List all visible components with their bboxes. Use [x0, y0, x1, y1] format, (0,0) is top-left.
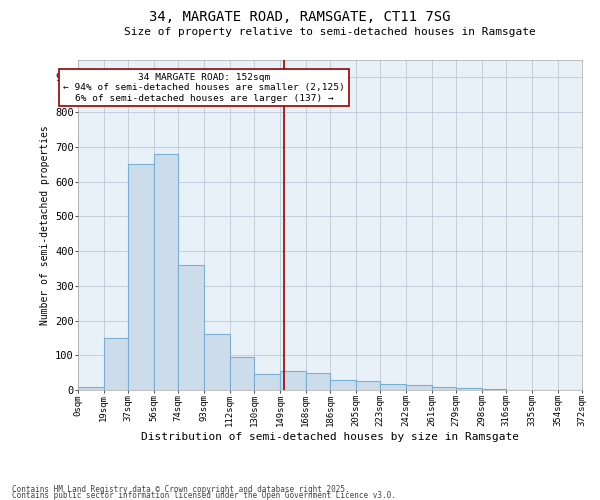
Bar [456, 388, 482, 390]
Bar [356, 382, 380, 390]
Title: Size of property relative to semi-detached houses in Ramsgate: Size of property relative to semi-detach… [124, 27, 536, 37]
Bar [406, 385, 431, 390]
Y-axis label: Number of semi-detached properties: Number of semi-detached properties [40, 125, 50, 325]
Text: Contains public sector information licensed under the Open Government Licence v3: Contains public sector information licen… [12, 490, 396, 500]
Bar [305, 372, 330, 390]
Bar [254, 374, 280, 390]
Bar [204, 334, 230, 390]
Text: 34, MARGATE ROAD, RAMSGATE, CT11 7SG: 34, MARGATE ROAD, RAMSGATE, CT11 7SG [149, 10, 451, 24]
Bar [104, 338, 128, 390]
Bar [78, 386, 104, 390]
X-axis label: Distribution of semi-detached houses by size in Ramsgate: Distribution of semi-detached houses by … [141, 432, 519, 442]
Bar [128, 164, 154, 390]
Text: Contains HM Land Registry data © Crown copyright and database right 2025.: Contains HM Land Registry data © Crown c… [12, 484, 350, 494]
Bar [178, 265, 204, 390]
Text: 34 MARGATE ROAD: 152sqm
← 94% of semi-detached houses are smaller (2,125)
6% of : 34 MARGATE ROAD: 152sqm ← 94% of semi-de… [63, 73, 345, 102]
Bar [230, 357, 254, 390]
Bar [380, 384, 406, 390]
Bar [330, 380, 356, 390]
Bar [280, 371, 305, 390]
Bar [431, 386, 456, 390]
Bar [154, 154, 178, 390]
